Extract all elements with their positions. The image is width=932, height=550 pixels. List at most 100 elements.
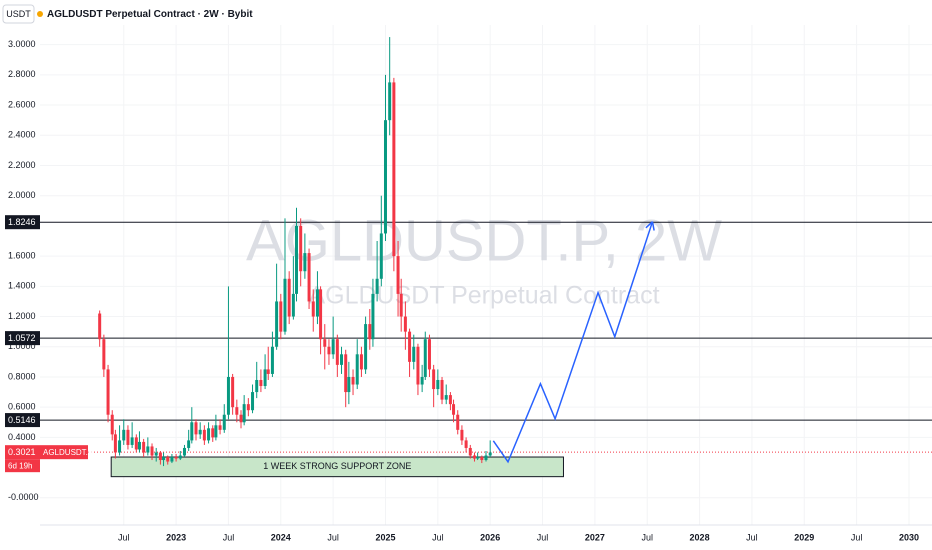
currency-box[interactable] — [2, 4, 35, 24]
candle-body — [98, 313, 102, 340]
y-tick-label: 3.0000 — [8, 39, 36, 49]
candle-body — [174, 457, 178, 459]
candle-body — [335, 339, 339, 365]
currency[interactable]: USDT — [6, 9, 31, 19]
candle-body — [327, 346, 331, 355]
candle-body — [126, 429, 130, 445]
candle-body — [444, 395, 448, 400]
candle-body — [388, 82, 392, 121]
candle-body — [255, 379, 259, 393]
candle-body — [355, 354, 359, 385]
candle-body — [190, 422, 194, 441]
candle-body — [259, 379, 263, 387]
x-tick-label: Jul — [746, 532, 758, 542]
candle-body — [396, 256, 400, 294]
last-price-label: 0.3021 — [8, 447, 36, 457]
candle-body — [283, 278, 287, 332]
candle-body — [440, 379, 444, 400]
symbol-title: AGLDUSDT Perpetual Contract · 2W · Bybit — [47, 9, 253, 20]
candle-body — [202, 429, 206, 441]
candle-body — [359, 354, 363, 370]
candle-body — [162, 457, 166, 461]
x-tick-label: Jul — [118, 532, 130, 542]
candle-body — [295, 225, 299, 294]
x-tick-label: 2024 — [271, 532, 291, 542]
x-tick-label: 2028 — [690, 532, 710, 542]
candle-body — [207, 428, 211, 441]
candle-body — [472, 455, 476, 459]
y-tick-label: 2.0000 — [8, 190, 36, 200]
candle-body — [379, 233, 383, 279]
candle-body — [142, 441, 146, 453]
last-price-box — [5, 445, 40, 460]
support-zone — [110, 456, 564, 478]
x-tick-label: 2027 — [585, 532, 605, 542]
candle-body — [211, 428, 215, 438]
candle-body — [452, 404, 456, 415]
y-tick-label: 0.4000 — [8, 432, 36, 442]
candle-body — [427, 339, 431, 370]
x-tick-label: Jul — [432, 532, 444, 542]
y-tick-label: 2.8000 — [8, 69, 36, 79]
plot: 1 WEEK STRONG SUPPORT ZONE — [40, 37, 932, 478]
x-tick-label: Jul — [641, 532, 653, 542]
candle-body — [222, 414, 226, 430]
watermark: AGLDUSDT.P, 2W — [246, 208, 722, 273]
candle-body — [351, 376, 355, 385]
x-tick-label: 2026 — [480, 532, 500, 542]
candle-body — [416, 346, 420, 385]
candle-body — [436, 379, 440, 390]
candle-body — [408, 331, 412, 362]
candle-body — [464, 440, 468, 448]
symbol-label: AGLDUSDT.P — [43, 448, 93, 457]
level-label: 0.5146 — [8, 415, 36, 425]
projection-arrowhead — [645, 221, 653, 229]
level-label-box — [5, 413, 40, 428]
candle-body — [375, 278, 379, 294]
symbol-box — [40, 445, 88, 460]
candle-body — [368, 324, 372, 340]
candle-body — [194, 422, 198, 435]
level-label-box — [5, 331, 40, 346]
projection-path — [492, 221, 654, 464]
candle-body — [130, 437, 134, 445]
y-tick-label: 1.4000 — [8, 281, 36, 291]
candle-body — [383, 120, 387, 234]
candle-body — [158, 452, 162, 461]
candle-body — [134, 437, 138, 450]
candle-body — [198, 429, 202, 435]
level-label: 1.0572 — [8, 333, 36, 343]
candle-body — [137, 441, 141, 450]
support-zone-label: 1 WEEK STRONG SUPPORT ZONE — [263, 461, 411, 471]
candle-body — [476, 457, 480, 459]
y-tick-label: 1.2000 — [8, 311, 36, 321]
candle-body — [102, 339, 106, 370]
candle-body — [182, 447, 186, 456]
candle-body — [392, 82, 396, 257]
candle-body — [420, 376, 424, 385]
candle-body — [154, 452, 158, 456]
y-tick-label: -0.0000 — [8, 492, 39, 502]
candle-body — [214, 425, 218, 438]
x-tick-label: Jul — [851, 532, 863, 542]
level-label: 1.8246 — [8, 217, 36, 227]
candle-body — [170, 457, 174, 462]
x-tick-label: Jul — [537, 532, 549, 542]
candle-body — [315, 289, 319, 317]
candle-body — [347, 376, 351, 393]
candle-body — [412, 346, 416, 362]
y-tick-label: 0.8000 — [8, 371, 36, 381]
candle-body — [146, 446, 150, 453]
candle-body — [364, 324, 368, 370]
candle-body — [178, 455, 182, 459]
candle-body — [323, 339, 327, 347]
candle-body — [291, 293, 295, 317]
watermark-subtitle: AGLDUSDT Perpetual Contract — [308, 282, 659, 310]
x-tick-label: 2029 — [794, 532, 814, 542]
candle-body — [270, 346, 274, 374]
candle-body — [331, 339, 335, 355]
candle-body — [340, 354, 344, 365]
candle-body — [279, 301, 283, 332]
